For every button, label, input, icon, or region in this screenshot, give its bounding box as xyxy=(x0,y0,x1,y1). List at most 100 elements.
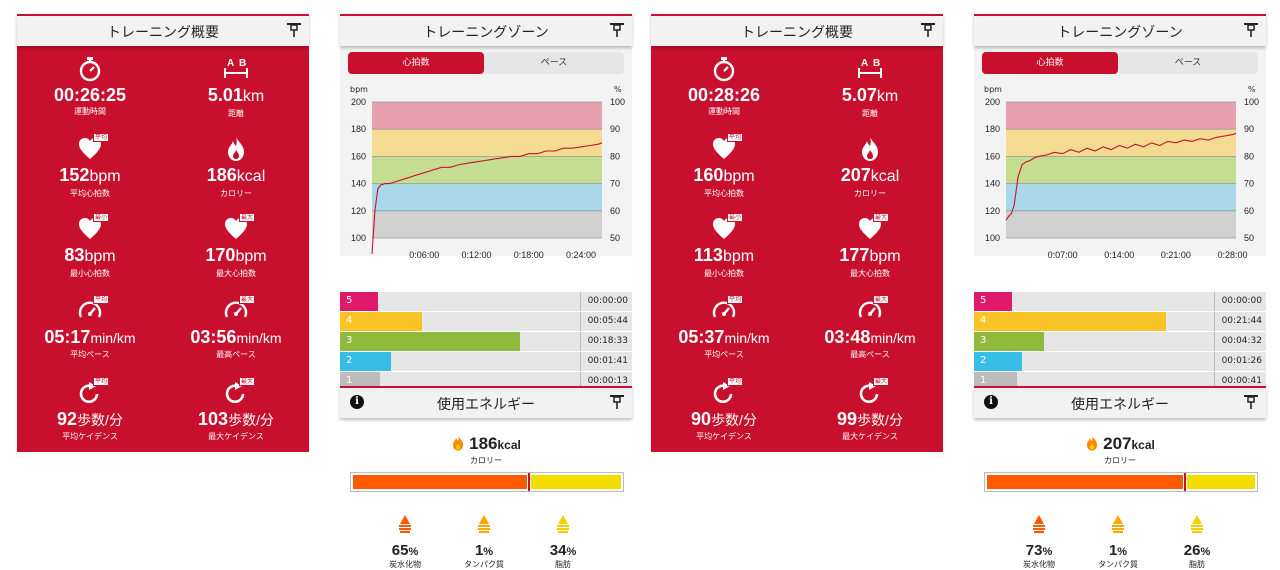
badge-label: 平均 xyxy=(93,133,110,142)
nutrient-flame-icon xyxy=(999,514,1079,538)
summary-label: 最高ペース xyxy=(216,350,256,359)
heart-icon: 最小 xyxy=(17,213,163,242)
value-unit: km xyxy=(876,88,899,105)
calorie-number: 207 xyxy=(1103,434,1132,453)
summary-value: 160bpm xyxy=(651,164,797,188)
value-unit: min/km xyxy=(236,330,282,346)
summary-item: 最大 99歩数/分 最大ケイデンス xyxy=(797,377,943,443)
pin-icon[interactable] xyxy=(921,22,935,38)
stopwatch-icon xyxy=(651,56,797,82)
calorie-unit: kcal xyxy=(1131,438,1155,452)
y2-tick-label: 60 xyxy=(1244,206,1254,216)
calorie-total: 186kcal カロリー xyxy=(340,434,632,466)
value-number: 103 xyxy=(198,409,229,429)
svg-text:A: A xyxy=(861,58,868,69)
value-unit: bpm xyxy=(869,248,901,265)
nutrient-flame-icon xyxy=(1078,514,1158,538)
summary-label: 最高ペース xyxy=(850,350,890,359)
y2-tick-label: 90 xyxy=(1244,124,1254,134)
metric-toggle: 心拍数 ペース xyxy=(348,52,624,74)
value-unit: bpm xyxy=(89,168,121,185)
value-number: 177 xyxy=(839,245,870,265)
heart-icon: 平均 xyxy=(17,133,163,162)
badge-label: 最大 xyxy=(239,213,256,222)
pin-icon[interactable] xyxy=(1244,22,1258,38)
summary-value: 103歩数/分 xyxy=(163,408,309,431)
nutrient-label: 炭水化物 xyxy=(1023,560,1055,569)
calorie-number: 186 xyxy=(469,434,498,453)
summary-body: 00:26:25 運動時間 A B 5.01km 距離 平均 152bpm 平均心拍数 186kc… xyxy=(17,46,309,452)
x-tick-label: 0:18:00 xyxy=(514,250,544,260)
y2-axis-label: % xyxy=(614,85,622,94)
value-unit: min/km xyxy=(870,330,916,346)
value-number: 05:37 xyxy=(678,327,725,347)
energy-header: i 使用エネルギー xyxy=(974,386,1266,418)
cadence-icon: 最大 xyxy=(797,377,943,406)
summary-item: 平均 92歩数/分 平均ケイデンス xyxy=(17,377,163,443)
badge-label: 最大 xyxy=(239,295,256,304)
zone-number: 3 xyxy=(346,335,353,346)
zone-row: 4 00:05:44 xyxy=(340,312,632,332)
nutrient-label: タンパク質 xyxy=(464,560,504,569)
nutrient-number: 65 xyxy=(391,542,409,559)
summary-item: A B 5.07km 距離 xyxy=(797,56,943,120)
summary-label: 最大心拍数 xyxy=(850,269,890,278)
tab-pace[interactable]: ペース xyxy=(1174,58,1202,68)
nutrient-flame-icon xyxy=(444,514,524,538)
heart-icon: 最小 xyxy=(651,213,797,242)
badge-label: 平均 xyxy=(93,377,110,386)
value-unit: bpm xyxy=(84,248,116,265)
value-unit: 歩数/分 xyxy=(711,412,757,428)
summary-header: トレーニング概要 xyxy=(651,14,943,46)
summary-value: 99歩数/分 xyxy=(797,408,943,431)
zone-band xyxy=(1006,210,1236,238)
summary-label: 最大ケイデンス xyxy=(208,432,264,441)
flame-icon xyxy=(163,136,309,162)
y-tick-label: 200 xyxy=(985,97,1000,107)
y2-tick-label: 50 xyxy=(1244,233,1254,243)
tab-heart-rate[interactable]: 心拍数 xyxy=(982,52,1118,74)
calorie-value: 207kcal xyxy=(974,434,1266,454)
y2-tick-label: 60 xyxy=(610,206,620,216)
summary-label: 平均ケイデンス xyxy=(62,432,118,441)
nutrient-number: 73 xyxy=(1025,542,1043,559)
summary-value: 5.07km xyxy=(797,84,943,108)
zone-bar xyxy=(974,292,1012,311)
value-number: 160 xyxy=(693,165,724,185)
nutrient-item: 65% 炭水化物 xyxy=(365,514,445,570)
summary-label: 距離 xyxy=(228,109,244,118)
summary-panel-1: トレーニング概要 00:26:25 運動時間 A B 5.01km 距離 平均 152bpm 平… xyxy=(17,14,309,452)
info-icon[interactable]: i xyxy=(350,395,364,409)
y2-tick-label: 70 xyxy=(610,179,620,189)
zone-time: 00:00:41 xyxy=(1214,372,1266,391)
energy-section: i 使用エネルギー 207kcal カロリー 73% 炭水化物 1% タンパク質 26% 脂肪 xyxy=(974,386,1266,569)
zone-band xyxy=(372,102,602,130)
tab-heart-rate[interactable]: 心拍数 xyxy=(348,52,484,74)
nutrient-item: 34% 脂肪 xyxy=(523,514,603,570)
pin-icon[interactable] xyxy=(287,22,301,38)
zone-header: トレーニングゾーン xyxy=(340,14,632,46)
nutrient-value: 73% xyxy=(999,542,1079,559)
summary-item: 平均 160bpm 平均心拍数 xyxy=(651,133,797,200)
summary-value: 113bpm xyxy=(651,244,797,268)
summary-item: 平均 152bpm 平均心拍数 xyxy=(17,133,163,200)
summary-value: 05:17min/km xyxy=(17,326,163,349)
info-icon[interactable]: i xyxy=(984,395,998,409)
zone-bar xyxy=(340,292,378,311)
value-number: 5.07 xyxy=(841,85,877,105)
tab-pace[interactable]: ペース xyxy=(540,58,568,68)
nutrient-unit: % xyxy=(408,546,419,558)
y-tick-label: 100 xyxy=(351,233,366,243)
energy-title: 使用エネルギー xyxy=(437,397,535,413)
pin-icon[interactable] xyxy=(610,22,624,38)
zone-number: 5 xyxy=(980,295,987,306)
zone-number: 3 xyxy=(980,335,987,346)
zone-number: 5 xyxy=(346,295,353,306)
value-unit: kcal xyxy=(236,168,266,185)
summary-label: 平均ケイデンス xyxy=(696,432,752,441)
y-tick-label: 180 xyxy=(985,124,1000,134)
value-number: 152 xyxy=(59,165,90,185)
nutrient-unit: % xyxy=(1117,546,1128,558)
zone-band xyxy=(1006,129,1236,157)
badge-label: 最大 xyxy=(873,377,890,386)
